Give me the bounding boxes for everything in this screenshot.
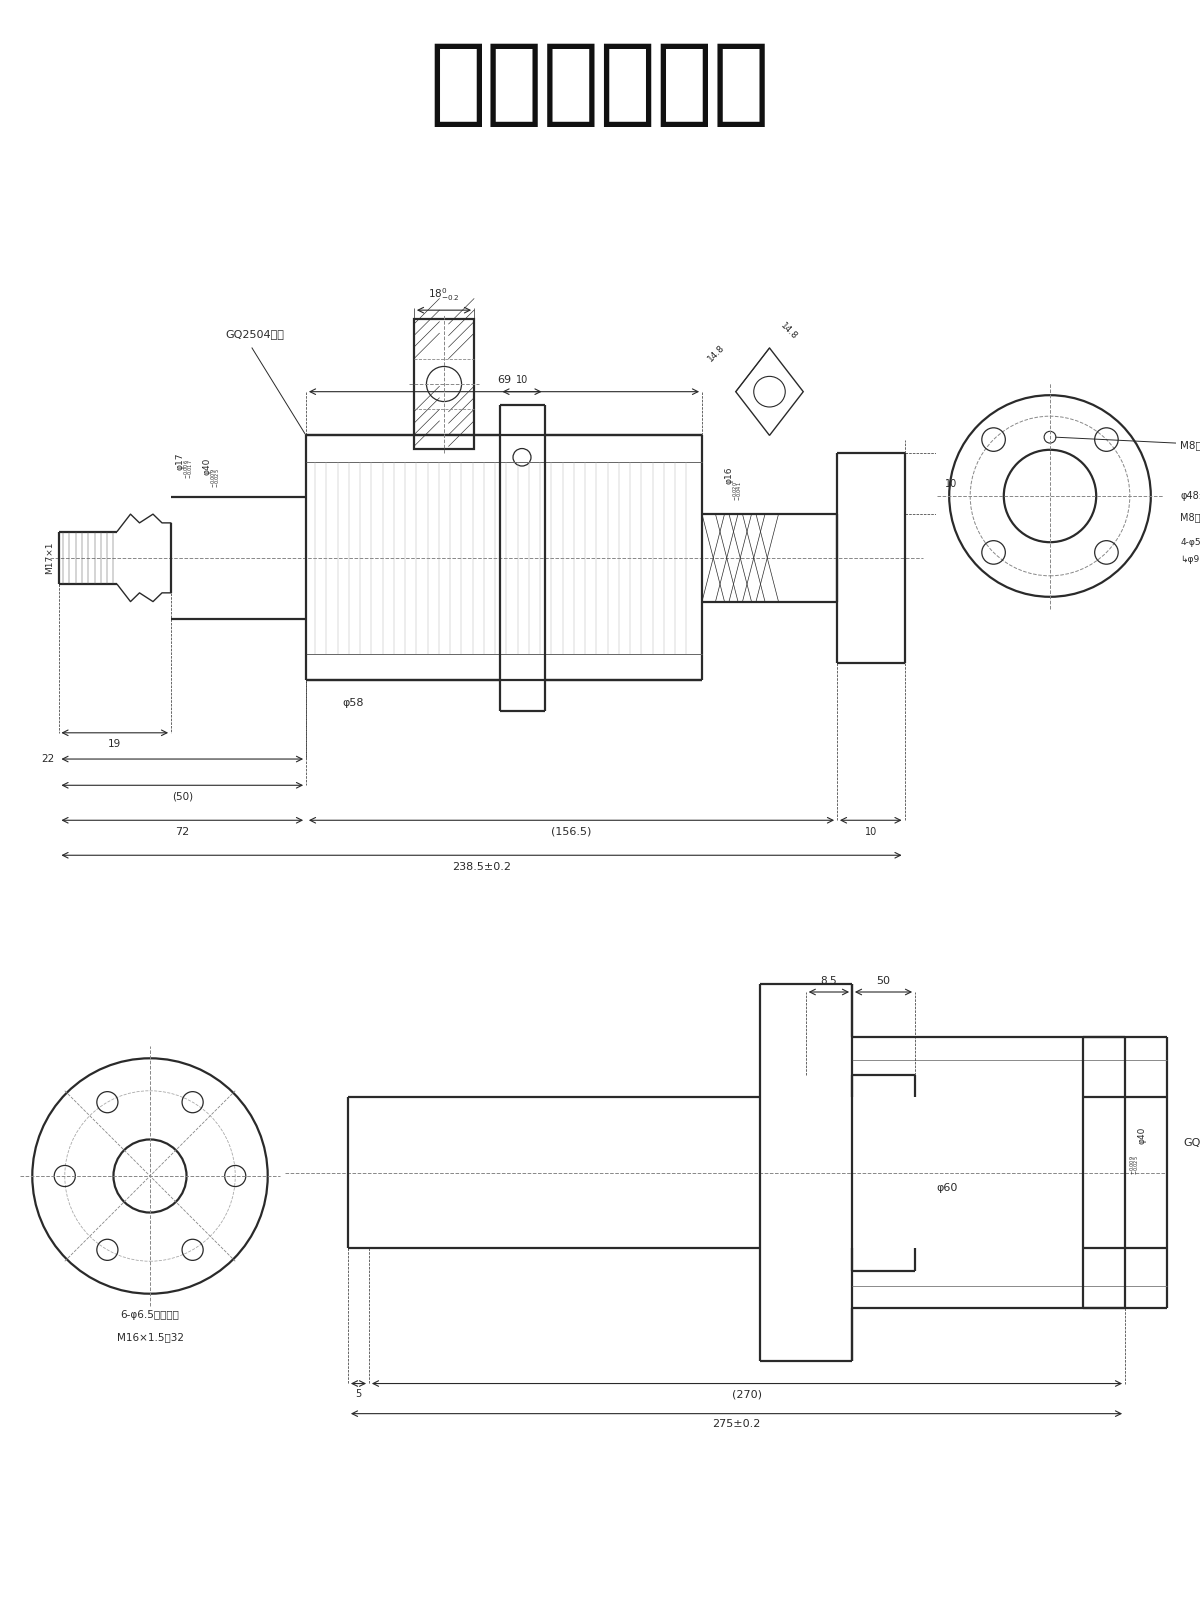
Text: $^{-0.009}_{-0.025}$: $^{-0.009}_{-0.025}$ — [209, 469, 223, 488]
Text: 6-φ6.5通孔均布: 6-φ6.5通孔均布 — [120, 1310, 180, 1320]
Text: 19: 19 — [108, 739, 121, 749]
Text: $18^{0}_{-0.2}$: $18^{0}_{-0.2}$ — [428, 286, 460, 304]
Text: φ40: φ40 — [203, 458, 211, 475]
Text: φ48±0.2: φ48±0.2 — [1181, 491, 1200, 501]
Text: 10: 10 — [516, 374, 528, 386]
Text: 8.5: 8.5 — [821, 976, 838, 986]
Text: 14.8: 14.8 — [707, 342, 727, 363]
Text: M16×1.5深32: M16×1.5深32 — [116, 1331, 184, 1342]
Text: $^{-0.009}_{-0.025}$: $^{-0.009}_{-0.025}$ — [1129, 1155, 1142, 1174]
Text: $^{-0.020}_{-0.041}$: $^{-0.020}_{-0.041}$ — [731, 482, 745, 501]
Text: 14.8: 14.8 — [779, 320, 799, 341]
Text: M17×1: M17×1 — [46, 542, 54, 574]
Text: 10: 10 — [946, 478, 958, 488]
Text: M8平12: M8平12 — [1181, 512, 1200, 522]
Text: 238.5±0.2: 238.5±0.2 — [452, 862, 511, 872]
Text: 50: 50 — [876, 976, 890, 986]
Text: φ16: φ16 — [725, 466, 733, 483]
Text: φ60: φ60 — [936, 1182, 958, 1192]
Text: (270): (270) — [732, 1389, 762, 1398]
Text: 69: 69 — [497, 374, 511, 386]
Text: φ58: φ58 — [342, 698, 364, 707]
Text: 定做图纸样板: 定做图纸样板 — [430, 38, 770, 130]
Text: ↳φ9.5平5.5: ↳φ9.5平5.5 — [1181, 555, 1200, 563]
Text: 275±0.2: 275±0.2 — [713, 1419, 761, 1429]
Text: 4-φ5.5通孔: 4-φ5.5通孔 — [1181, 538, 1200, 547]
Text: $^{-0.006}_{-0.017}$: $^{-0.006}_{-0.017}$ — [182, 459, 196, 478]
Text: 5: 5 — [355, 1389, 361, 1398]
Text: (156.5): (156.5) — [551, 827, 592, 837]
Text: GQ250: GQ250 — [1184, 1138, 1200, 1147]
Bar — [414, 320, 474, 448]
Text: 22: 22 — [41, 754, 54, 765]
Text: M8油孔: M8油孔 — [1181, 440, 1200, 451]
Text: GQ2504右旋: GQ2504右旋 — [226, 330, 284, 339]
Text: (50): (50) — [172, 792, 193, 802]
Text: 10: 10 — [865, 827, 877, 837]
Text: φ17: φ17 — [175, 453, 185, 470]
Text: φ40: φ40 — [1138, 1126, 1147, 1144]
Text: 72: 72 — [175, 827, 190, 837]
